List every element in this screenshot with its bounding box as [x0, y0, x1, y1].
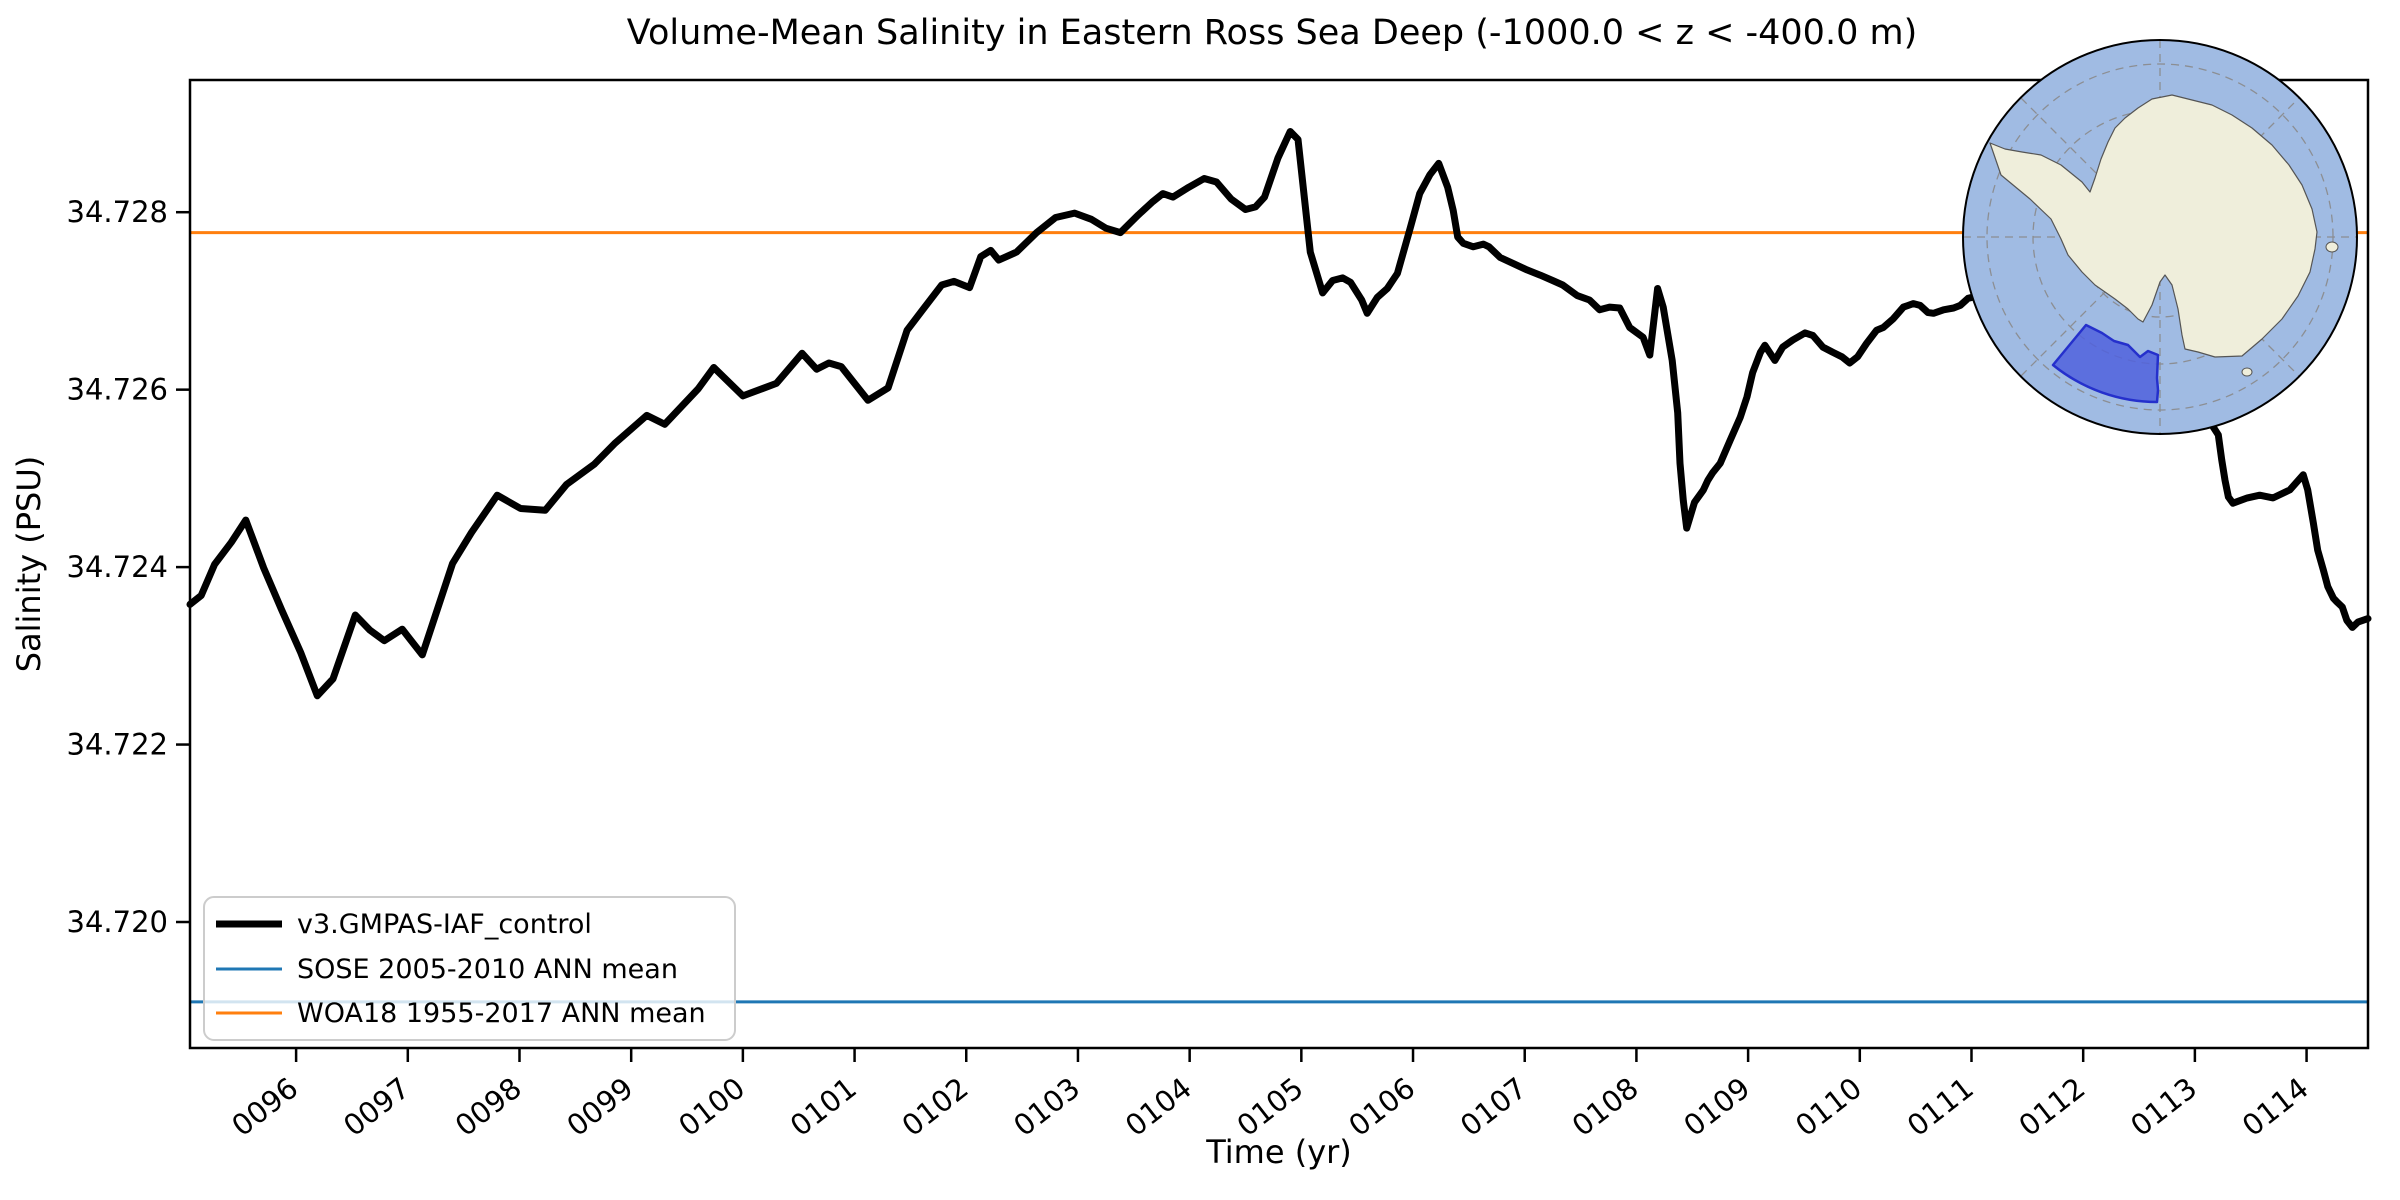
- y-axis-label: Salinity (PSU): [10, 456, 48, 673]
- x-tick-label: 0098: [449, 1071, 528, 1143]
- island: [1974, 123, 1986, 133]
- island: [2325, 241, 2339, 253]
- antarctica-landmass: [1989, 94, 2318, 358]
- x-tick-label: 0113: [2124, 1071, 2203, 1143]
- x-axis-label: Time (yr): [1205, 1133, 1352, 1171]
- legend-box: v3.GMPAS-IAF_control SOSE 2005-2010 ANN …: [203, 896, 736, 1041]
- legend-frame: [203, 896, 736, 1041]
- x-tick-label: 0099: [560, 1071, 639, 1143]
- legend-label-sose: SOSE 2005-2010 ANN mean: [297, 954, 678, 985]
- legend-label-control: v3.GMPAS-IAF_control: [297, 909, 592, 940]
- x-tick-label: 0102: [895, 1071, 974, 1143]
- legend-label-woa18: WOA18 1955-2017 ANN mean: [297, 998, 706, 1029]
- y-tick-label: 34.726: [67, 373, 168, 407]
- y-tick-label: 34.722: [67, 728, 168, 762]
- x-tick-label: 0107: [1454, 1071, 1533, 1143]
- legend-entry: WOA18 1955-2017 ANN mean: [216, 998, 706, 1029]
- map-inset: [1962, 39, 2358, 435]
- x-axis: 0096 0097 0098 0099 0100 0101 0102 0103 0104 0105…: [225, 1048, 2315, 1143]
- x-tick-label: 0108: [1566, 1071, 1645, 1143]
- island: [2241, 367, 2253, 377]
- y-tick-label: 34.720: [67, 905, 168, 939]
- x-tick-label: 0111: [1901, 1071, 1980, 1143]
- legend-entry: SOSE 2005-2010 ANN mean: [216, 954, 678, 985]
- x-tick-label: 0096: [225, 1071, 304, 1143]
- y-tick-label: 34.728: [67, 195, 168, 229]
- x-tick-label: 0097: [337, 1071, 416, 1143]
- y-tick-label: 34.724: [67, 550, 168, 584]
- x-tick-label: 0112: [2012, 1071, 2091, 1143]
- x-tick-label: 0114: [2236, 1071, 2315, 1143]
- x-tick-label: 0109: [1677, 1071, 1756, 1143]
- chart-title: Volume-Mean Salinity in Eastern Ross Sea…: [627, 13, 1917, 53]
- y-axis: 34.720 34.722 34.724 34.726 34.728: [67, 195, 190, 939]
- plot-area: [188, 78, 2370, 1050]
- x-tick-label: 0106: [1342, 1071, 1421, 1143]
- x-tick-label: 0110: [1789, 1071, 1868, 1143]
- map-border: [1962, 39, 2358, 435]
- x-tick-label: 0101: [784, 1071, 863, 1143]
- x-tick-label: 0104: [1119, 1071, 1198, 1143]
- legend-entry: v3.GMPAS-IAF_control: [216, 909, 592, 940]
- x-tick-label: 0103: [1007, 1071, 1086, 1143]
- ross-sea-highlight: [2051, 323, 2160, 404]
- x-tick-label: 0100: [672, 1071, 751, 1143]
